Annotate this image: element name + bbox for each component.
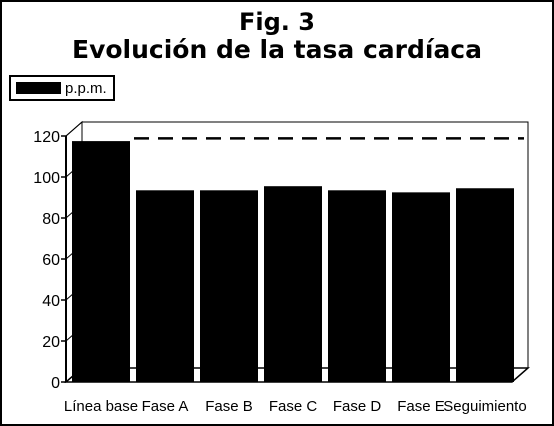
x-tick-label: Fase E	[397, 398, 445, 415]
y-tick-label: 0	[51, 375, 60, 392]
bar	[200, 190, 258, 382]
legend-swatch	[16, 82, 61, 94]
bar	[392, 192, 450, 382]
x-tick-label: Seguimiento	[443, 398, 526, 415]
x-tick-label: Fase A	[142, 398, 189, 415]
y-guide	[65, 121, 83, 137]
y-tick-label: 100	[33, 170, 60, 187]
bar	[328, 190, 386, 382]
chart-title-line1: Fig. 3	[239, 8, 315, 36]
y-tick-label: 60	[42, 252, 60, 269]
bar	[72, 141, 130, 382]
bar	[264, 186, 322, 382]
legend-label: p.p.m.	[65, 79, 107, 97]
x-tick-label: Fase B	[205, 398, 253, 415]
y-tick-label: 40	[42, 293, 60, 310]
bar	[136, 190, 194, 382]
y-tick-label: 20	[42, 334, 60, 351]
x-tick-label: Línea base	[64, 398, 138, 415]
x-tick-label: Fase D	[333, 398, 382, 415]
x-tick-label: Fase C	[269, 398, 318, 415]
y-tick-label: 80	[42, 211, 60, 228]
chart-title-line2: Evolución de la tasa cardíaca	[72, 35, 482, 64]
legend: p.p.m.	[9, 75, 115, 101]
bar	[456, 188, 514, 382]
y-tick-label: 120	[33, 129, 60, 146]
